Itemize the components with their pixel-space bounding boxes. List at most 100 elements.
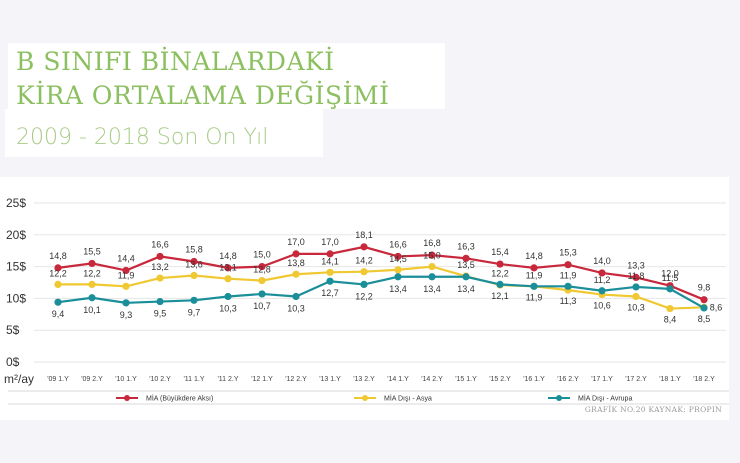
data-label: 16,8 — [423, 238, 441, 248]
data-point — [156, 252, 164, 261]
y-unit-label: m²/ay — [4, 372, 34, 386]
data-point — [258, 276, 266, 285]
data-label: 14,4 — [117, 253, 135, 263]
data-label: 10,3 — [627, 302, 645, 312]
data-point — [632, 273, 640, 282]
data-point — [462, 254, 470, 262]
x-tick-label: '17 2.Y — [625, 376, 647, 383]
data-point — [54, 280, 62, 289]
data-point — [156, 297, 164, 306]
y-tick-label: 15$ — [6, 260, 26, 274]
data-label: 10,6 — [593, 301, 611, 311]
x-tick-label: '15 2.Y — [489, 376, 511, 383]
series-line — [57, 245, 705, 301]
subtitle: 2009 - 2018 Son On Yıl — [16, 125, 269, 150]
data-point — [190, 296, 198, 304]
data-point — [88, 280, 96, 289]
data-point — [292, 250, 300, 258]
data-point — [258, 263, 266, 271]
x-tick-label: '16 2.Y — [557, 376, 579, 383]
data-point — [496, 280, 504, 289]
data-point — [394, 266, 402, 274]
data-label: 11,3 — [560, 296, 577, 306]
data-label: 12,2 — [49, 268, 67, 278]
data-label: 8,5 — [698, 314, 711, 324]
data-point — [292, 292, 300, 301]
data-point — [258, 290, 266, 298]
x-tick-label: '13 1.Y — [319, 376, 341, 383]
data-label: 10,1 — [83, 305, 101, 315]
data-label: 12,0 — [661, 269, 679, 279]
y-tick-label: 20$ — [6, 228, 26, 242]
data-label: 11,5 — [662, 273, 679, 283]
data-point — [224, 275, 232, 283]
data-label: 15,8 — [185, 245, 203, 255]
data-label: 9,8 — [698, 283, 711, 293]
data-label: 12,7 — [321, 288, 339, 298]
data-label: 11,9 — [526, 292, 543, 302]
x-tick-label: '09 2.Y — [81, 376, 103, 383]
legend-label: MİA Dışı - Asya — [384, 394, 432, 403]
series-line — [57, 275, 705, 309]
title-background — [8, 43, 445, 109]
data-point — [564, 261, 572, 269]
data-point — [224, 292, 232, 301]
data-label: 11,9 — [560, 270, 577, 280]
x-tick-label: '17 1.Y — [591, 376, 613, 383]
data-label: 12,2 — [491, 268, 509, 278]
data-point — [530, 264, 538, 272]
data-point — [326, 268, 334, 276]
data-label: 11,9 — [526, 270, 543, 280]
x-tick-label: '11 1.Y — [183, 376, 204, 383]
data-point — [360, 280, 368, 289]
data-label: 11,9 — [118, 270, 135, 280]
data-label: 17,0 — [287, 237, 305, 247]
x-tick-label: '12 2.Y — [285, 376, 307, 383]
source-caption: GRAFİK NO.20 KAYNAK: PROPIN — [584, 405, 722, 414]
x-tick-label: '09 1.Y — [47, 376, 69, 383]
series-line — [58, 265, 705, 310]
data-label: 9,5 — [154, 309, 167, 319]
x-axis: '09 1.Y '09 2.Y '10 1.Y '10 2.Y '11 1.Y '11 2… — [47, 376, 715, 383]
data-label: 13,3 — [627, 260, 645, 270]
data-label: 13,4 — [457, 284, 475, 294]
data-label: 8,6 — [710, 302, 723, 312]
data-point — [428, 263, 436, 271]
data-label: 14,2 — [355, 256, 373, 266]
data-point — [122, 299, 130, 307]
data-label: 18,1 — [355, 230, 373, 240]
y-tick-label: 0$ — [6, 355, 20, 369]
data-label: 9,7 — [188, 307, 201, 317]
data-point — [360, 268, 368, 276]
x-tick-label: '16 1.Y — [523, 376, 545, 383]
data-label: 16,6 — [389, 239, 407, 249]
data-label: 14,0 — [593, 256, 611, 266]
x-tick-label: '13 2.Y — [353, 376, 375, 383]
data-label: 16,6 — [151, 239, 169, 249]
data-point — [462, 273, 470, 281]
data-label: 9,4 — [52, 309, 65, 319]
data-label: 10,3 — [219, 303, 237, 313]
x-tick-label: '18 2.Y — [693, 376, 715, 383]
data-point — [156, 274, 164, 282]
subtitle-background — [5, 109, 323, 157]
y-tick-label: 5$ — [6, 323, 20, 337]
x-tick-label: '18 1.Y — [659, 376, 681, 383]
data-label: 12,1 — [491, 291, 509, 301]
data-label: 16,3 — [457, 241, 475, 251]
x-tick-label: '10 2.Y — [149, 376, 171, 383]
chart-gridlines — [34, 202, 726, 363]
legend-label: MİA (Büyükdere Aksı) — [146, 394, 213, 403]
data-point — [700, 304, 708, 312]
y-tick-label: 10$ — [6, 291, 26, 305]
data-label: 14,8 — [219, 251, 237, 261]
x-tick-label: '11 2.Y — [217, 376, 238, 383]
x-tick-label: '12 1.Y — [251, 376, 273, 383]
data-label: 14,8 — [525, 251, 543, 261]
data-label: 15,0 — [253, 250, 271, 260]
data-point — [292, 270, 300, 278]
data-point — [598, 287, 606, 295]
y-tick-label: 25$ — [6, 196, 26, 210]
title-line-1: B SINIFI BİNALARDAKİ — [16, 47, 335, 76]
